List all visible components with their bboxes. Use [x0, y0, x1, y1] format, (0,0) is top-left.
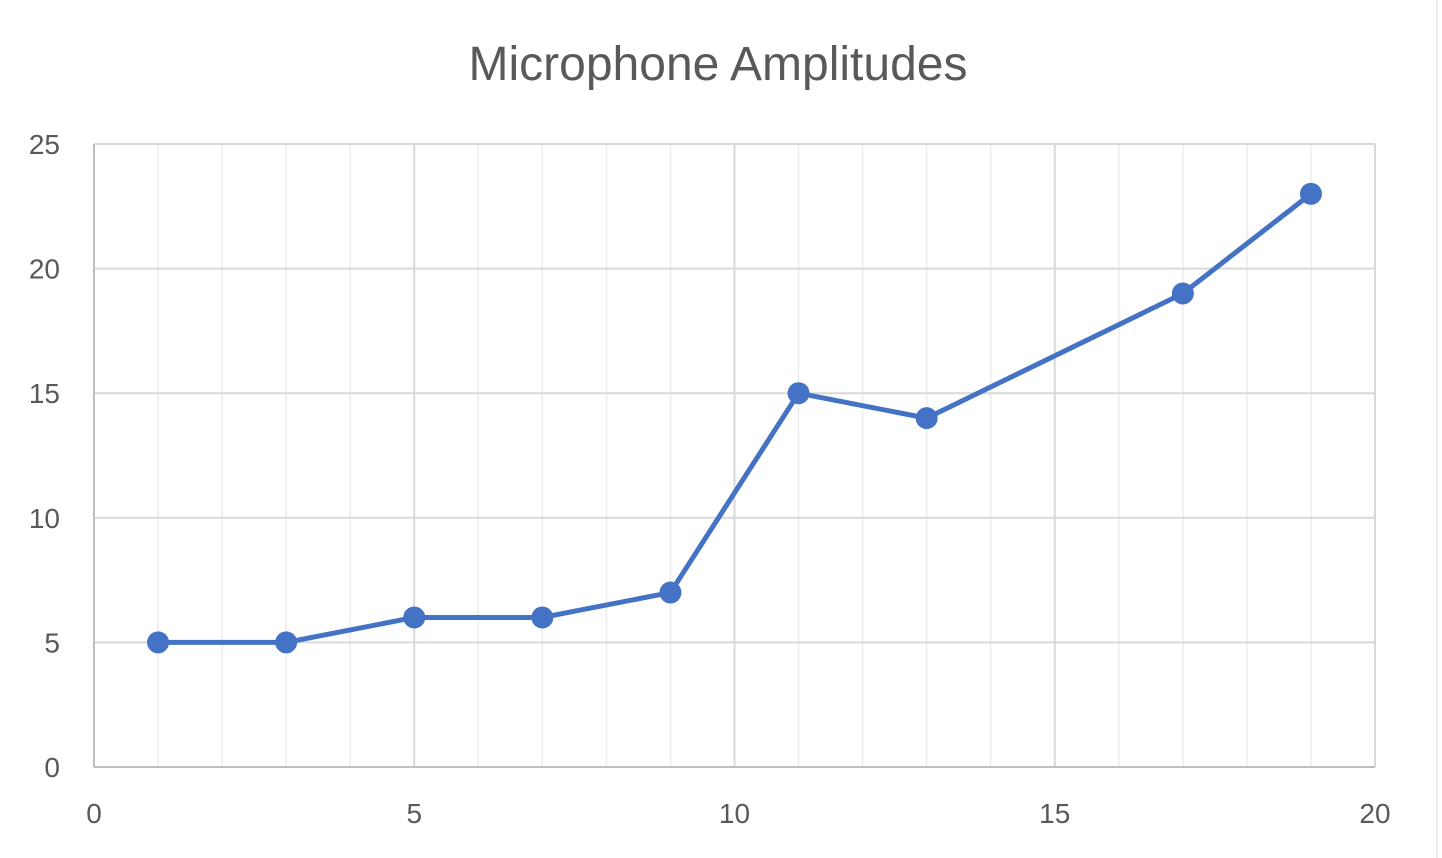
series-points — [147, 182, 1322, 654]
data-point — [915, 407, 938, 430]
y-tick-label: 0 — [44, 752, 60, 783]
data-point — [531, 606, 554, 629]
data-point — [659, 581, 682, 604]
x-tick-label: 5 — [406, 798, 422, 829]
data-point — [147, 631, 170, 654]
data-point — [787, 382, 810, 405]
x-axis-tick-labels: 0 5 10 15 20 — [86, 798, 1390, 829]
y-tick-label: 5 — [44, 627, 60, 658]
data-point — [275, 631, 298, 654]
x-tick-label: 0 — [86, 798, 102, 829]
y-axis-tick-labels: 0 5 10 15 20 25 — [29, 129, 60, 783]
data-point — [1171, 282, 1194, 305]
y-tick-label: 20 — [29, 254, 60, 285]
axes — [93, 144, 1375, 768]
data-point — [1299, 182, 1322, 205]
major-gridlines — [94, 143, 1376, 767]
x-tick-label: 15 — [1039, 798, 1070, 829]
x-tick-label: 20 — [1359, 798, 1390, 829]
y-tick-label: 15 — [29, 378, 60, 409]
y-tick-label: 25 — [29, 129, 60, 160]
x-tick-label: 10 — [719, 798, 750, 829]
data-point — [403, 606, 426, 629]
y-tick-label: 10 — [29, 503, 60, 534]
minor-gridlines — [157, 144, 1312, 767]
chart-title: Microphone Amplitudes — [469, 38, 968, 91]
